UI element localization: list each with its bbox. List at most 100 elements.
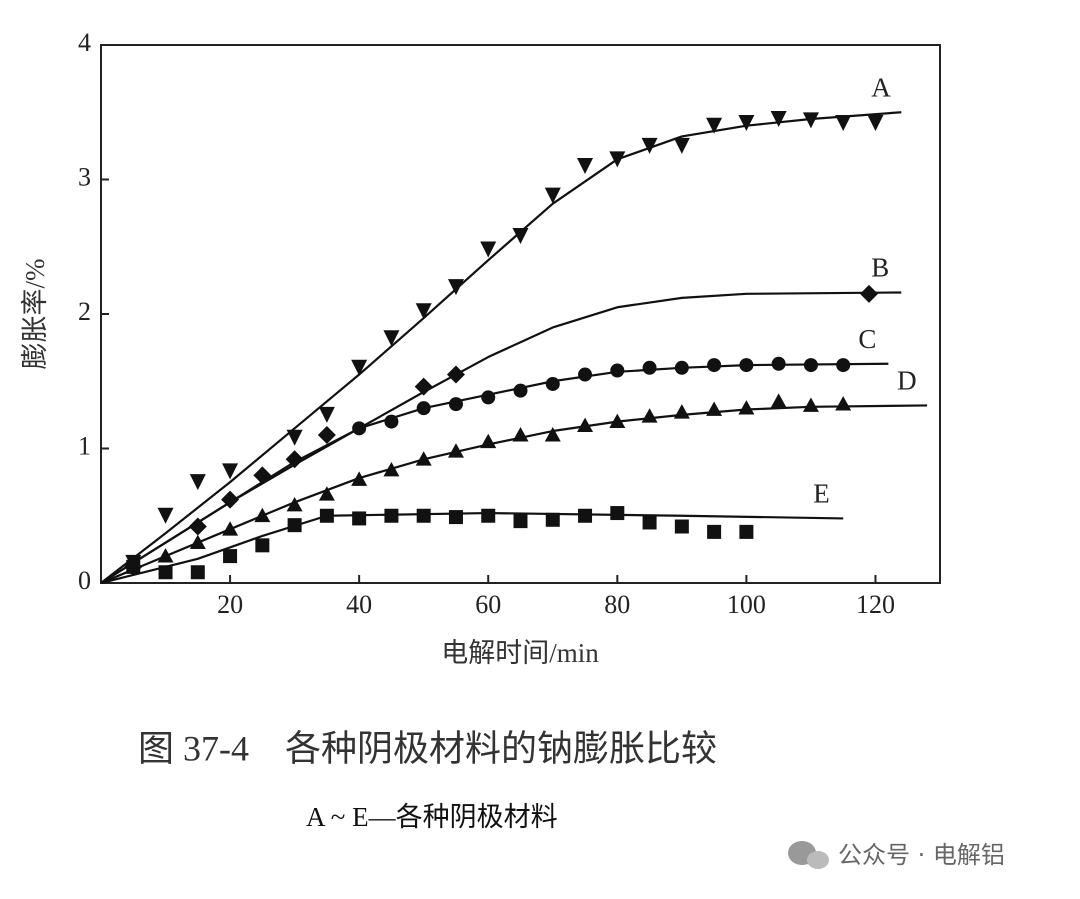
y-axis-title: 膨胀率/%: [20, 259, 50, 370]
data-point: [835, 396, 852, 411]
data-point: [446, 365, 465, 384]
data-point: [254, 507, 271, 523]
series-label: B: [871, 253, 889, 283]
data-point: [802, 397, 819, 412]
data-point: [286, 429, 303, 446]
series-label: C: [858, 324, 876, 354]
data-point: [383, 330, 400, 347]
data-point: [351, 471, 368, 486]
data-point: [641, 137, 658, 154]
data-point: [481, 390, 496, 405]
watermark-icon: [788, 841, 829, 869]
data-point: [223, 549, 238, 564]
data-point: [577, 158, 594, 175]
data-point: [383, 462, 400, 477]
data-point: [577, 417, 594, 433]
data-point: [641, 408, 658, 423]
data-point: [867, 115, 884, 132]
data-point: [673, 137, 690, 154]
data-point: [384, 508, 399, 523]
data-point: [578, 367, 593, 382]
data-point: [836, 358, 851, 373]
data-point: [481, 508, 496, 523]
data-point: [126, 559, 141, 574]
x-axis-title: 电解时间/min: [441, 638, 599, 668]
x-tick-label: 20: [217, 590, 243, 619]
watermark: 公众号 · 电解铝: [838, 841, 1005, 869]
data-point: [513, 383, 528, 398]
fit-curve: [100, 291, 902, 584]
figure-subcaption: A ~ E—各种阴极材料: [306, 802, 558, 832]
data-point: [706, 401, 723, 416]
data-point: [384, 414, 399, 429]
data-point: [448, 510, 463, 525]
data-point: [642, 360, 657, 375]
data-point: [860, 284, 879, 303]
data-point: [802, 112, 819, 129]
y-tick-label: 1: [78, 431, 91, 460]
data-point: [739, 358, 754, 373]
data-point: [770, 393, 787, 408]
data-point: [352, 511, 367, 526]
data-point: [545, 512, 560, 527]
data-point: [415, 451, 432, 466]
data-point: [609, 151, 626, 168]
y-tick-label: 3: [78, 162, 91, 191]
y-tick-label: 4: [78, 28, 91, 57]
data-point: [190, 565, 205, 580]
data-point: [480, 433, 497, 449]
data-point: [447, 279, 464, 296]
x-tick-label: 100: [727, 590, 766, 619]
data-point: [158, 565, 173, 580]
data-point: [771, 356, 786, 371]
data-point: [222, 521, 239, 536]
data-point: [706, 117, 723, 134]
x-tick-label: 40: [346, 590, 372, 619]
data-point: [512, 227, 529, 244]
data-point: [835, 115, 852, 132]
data-point: [803, 358, 818, 373]
data-point: [609, 413, 626, 428]
data-point: [642, 515, 657, 530]
data-point: [447, 443, 464, 458]
data-point: [610, 363, 625, 378]
data-point: [610, 506, 625, 521]
data-point: [770, 110, 787, 127]
data-point: [673, 404, 690, 419]
y-tick-label: 0: [78, 566, 91, 595]
series-label: D: [897, 366, 917, 396]
data-point: [318, 486, 335, 501]
data-point: [738, 115, 755, 132]
data-point: [416, 508, 431, 523]
data-point: [415, 303, 432, 320]
data-point: [188, 517, 207, 536]
data-point: [739, 524, 754, 539]
y-tick-label: 2: [78, 297, 91, 326]
data-point: [157, 548, 174, 563]
x-tick-label: 80: [604, 590, 630, 619]
data-point: [578, 508, 593, 523]
data-point: [319, 508, 334, 523]
data-point: [222, 463, 239, 480]
data-point: [189, 534, 206, 550]
data-point: [287, 518, 302, 533]
data-point: [674, 360, 689, 375]
series-label: E: [813, 479, 830, 509]
data-point: [545, 376, 560, 391]
x-tick-label: 60: [475, 590, 501, 619]
data-point: [352, 421, 367, 436]
data-point: [448, 397, 463, 412]
data-point: [189, 474, 206, 491]
data-point: [544, 187, 561, 204]
data-point: [544, 427, 561, 442]
data-point: [351, 359, 368, 376]
data-point: [255, 538, 270, 553]
figure-caption: 图 37-4 各种阴极材料的钠膨胀比较: [138, 728, 717, 768]
data-point: [286, 496, 303, 512]
data-point: [414, 377, 433, 396]
x-tick-label: 120: [856, 590, 895, 619]
data-point: [738, 400, 755, 415]
data-point: [480, 241, 497, 258]
data-point: [707, 358, 722, 373]
